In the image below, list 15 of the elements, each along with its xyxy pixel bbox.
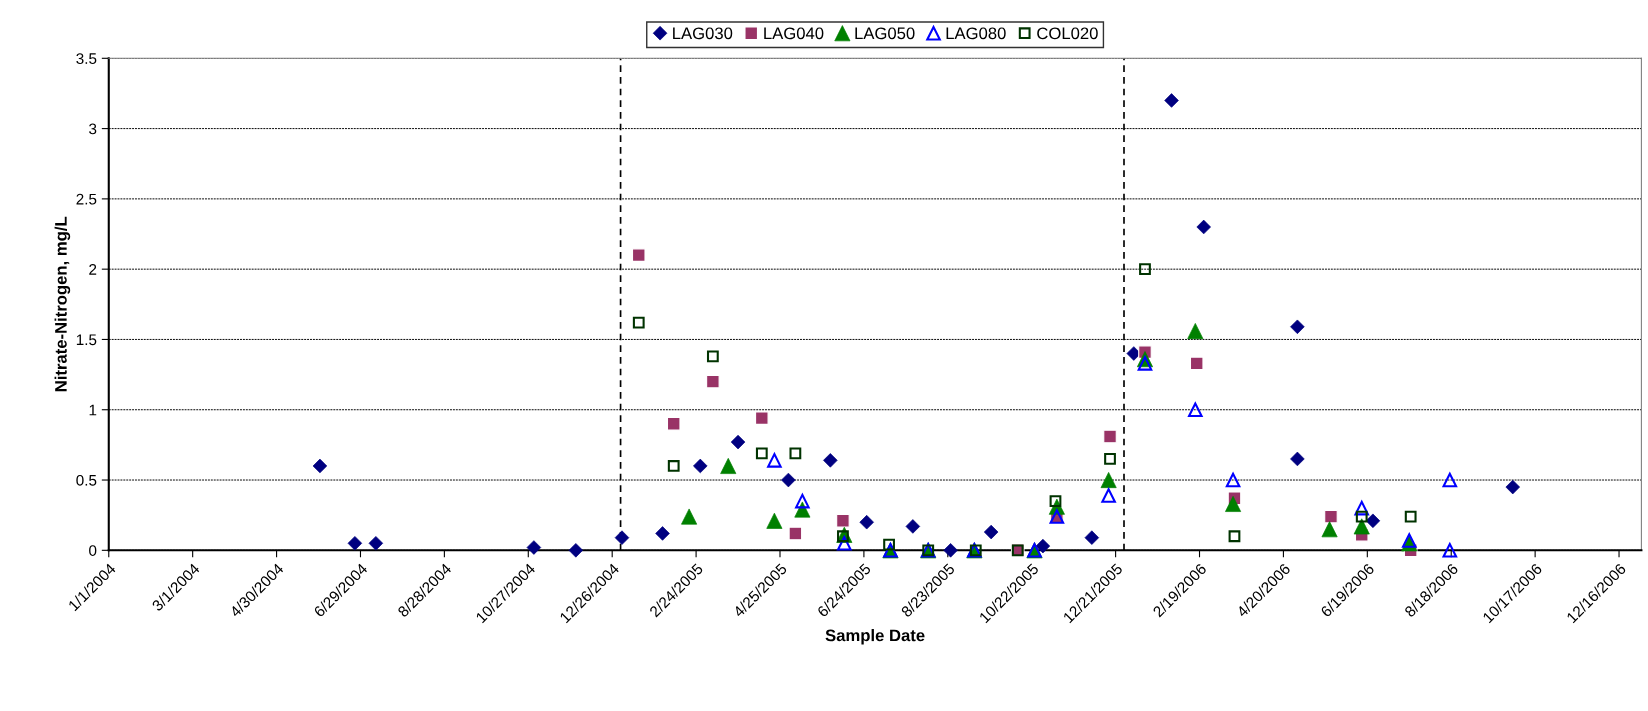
y-tick-label: 3.5 <box>76 53 97 64</box>
y-tick-label: 0 <box>89 545 97 556</box>
y-tick-label: 1.5 <box>76 334 97 346</box>
y-tick-label: 1 <box>89 404 97 416</box>
y-tick-label: 0.5 <box>76 474 97 486</box>
y-tick-label: 2.5 <box>76 193 97 205</box>
legend-label: LAG030 <box>673 27 733 40</box>
y-tick-label: 2 <box>89 264 97 275</box>
y-tick-label: 3 <box>89 123 97 135</box>
legend-label: LAG080 <box>946 27 1006 40</box>
legend-label: LAG050 <box>855 27 915 40</box>
y-axis-title: Nitrate-Nitrogen, mg/L <box>54 216 71 392</box>
x-axis-title: Sample Date <box>825 629 925 645</box>
legend-label: COL020 <box>1037 27 1098 40</box>
legend-label: LAG040 <box>764 27 824 40</box>
